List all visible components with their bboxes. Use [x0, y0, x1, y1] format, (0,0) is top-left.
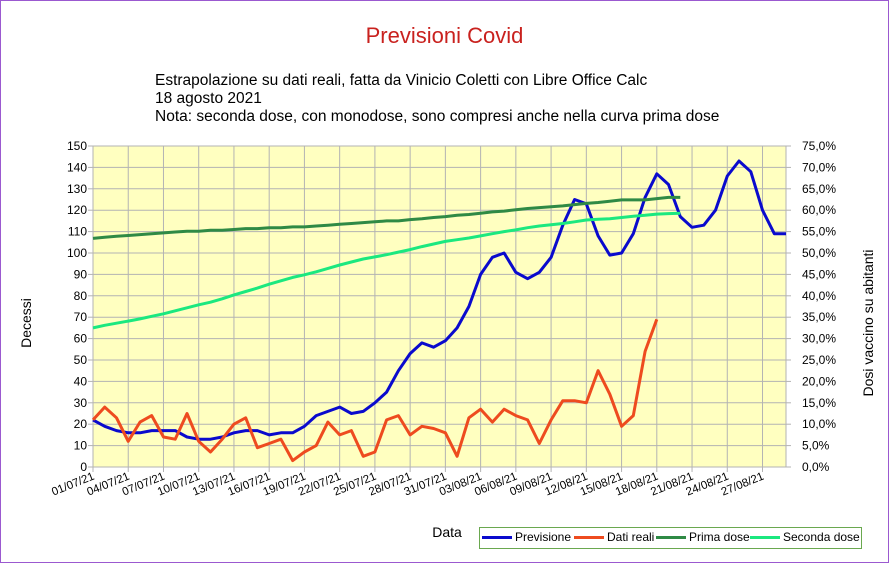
y-tick-label: 30: [74, 396, 88, 410]
y-tick-label: 150: [67, 139, 87, 153]
y-tick-label: 130: [67, 182, 87, 196]
y2-tick-label: 70,0%: [802, 160, 836, 174]
legend-item-dati-reali: Dati reali: [574, 530, 654, 544]
y-tick-label: 110: [68, 225, 87, 239]
y2-tick-label: 20,0%: [802, 374, 836, 388]
plot-border: [92, 145, 787, 468]
series-line-prima-dose: [92, 195, 681, 240]
legend-swatch: [750, 536, 780, 540]
legend-label: Prima dose: [689, 530, 750, 544]
legend-item-previsione: Previsione: [482, 530, 571, 544]
y-tick-label: 0: [80, 460, 87, 474]
y2-tick-label: 45,0%: [802, 267, 836, 281]
y2-tick-label: 55,0%: [802, 225, 836, 239]
legend-swatch: [574, 536, 604, 540]
y2-tick-label: 50,0%: [802, 246, 836, 260]
y2-tick-label: 60,0%: [802, 203, 836, 217]
subtitle-line-1: Estrapolazione su dati reali, fatta da V…: [155, 72, 648, 89]
legend: Previsione Dati reali Prima dose Seconda…: [479, 527, 862, 549]
y2-tick-label: 40,0%: [802, 289, 836, 303]
subtitle-line-2: 18 agosto 2021: [155, 90, 262, 107]
y2-tick-label: 0,0%: [802, 460, 830, 474]
y2-tick-label: 25,0%: [802, 353, 836, 367]
y2-tick-label: 35,0%: [802, 310, 836, 324]
y2-tick-label: 10,0%: [802, 417, 836, 431]
y-tick-label: 80: [74, 289, 88, 303]
y-tick-label: 60: [74, 332, 88, 346]
y-tick-label: 50: [74, 353, 88, 367]
y-tick-label: 100: [67, 246, 87, 260]
y2-tick-label: 30,0%: [802, 332, 836, 346]
y2-tick-label: 15,0%: [802, 396, 836, 410]
axes: [88, 145, 791, 472]
legend-swatch: [482, 536, 512, 540]
legend-label: Dati reali: [607, 530, 655, 544]
series-line-dati-reali: [91, 318, 659, 463]
y-tick-label: 120: [67, 203, 87, 217]
series-lines: [91, 159, 786, 463]
y-tick-label: 70: [74, 310, 88, 324]
legend-label: Previsione: [515, 530, 572, 544]
y-tick-label: 10: [74, 439, 88, 453]
legend-item-seconda-dose: Seconda dose: [750, 530, 860, 544]
plot-area: [93, 146, 786, 467]
y-tick-label: 20: [74, 417, 88, 431]
y2-tick-label: 75,0%: [802, 139, 836, 153]
y-tick-label: 140: [67, 160, 87, 174]
series-line-previsione: [92, 159, 786, 441]
chart-title: Previsioni Covid: [365, 23, 524, 48]
grid-lines: [92, 145, 786, 468]
y2-tick-label: 65,0%: [802, 182, 836, 196]
legend-label: Seconda dose: [783, 530, 860, 544]
x-axis-label: Data: [432, 524, 462, 540]
legend-item-prima-dose: Prima dose: [656, 530, 750, 544]
series-line-seconda-dose: [92, 211, 681, 330]
y-tick-label: 90: [74, 267, 88, 281]
y2-tick-label: 5,0%: [802, 439, 830, 453]
y-tick-label: 40: [74, 374, 88, 388]
y2-axis-label: Dosi vaccino su abitanti: [860, 249, 876, 396]
y-axis-label: Decessi: [18, 298, 34, 348]
subtitle-line-3: Nota: seconda dose, con monodose, sono c…: [155, 108, 720, 125]
legend-swatch: [656, 536, 686, 540]
